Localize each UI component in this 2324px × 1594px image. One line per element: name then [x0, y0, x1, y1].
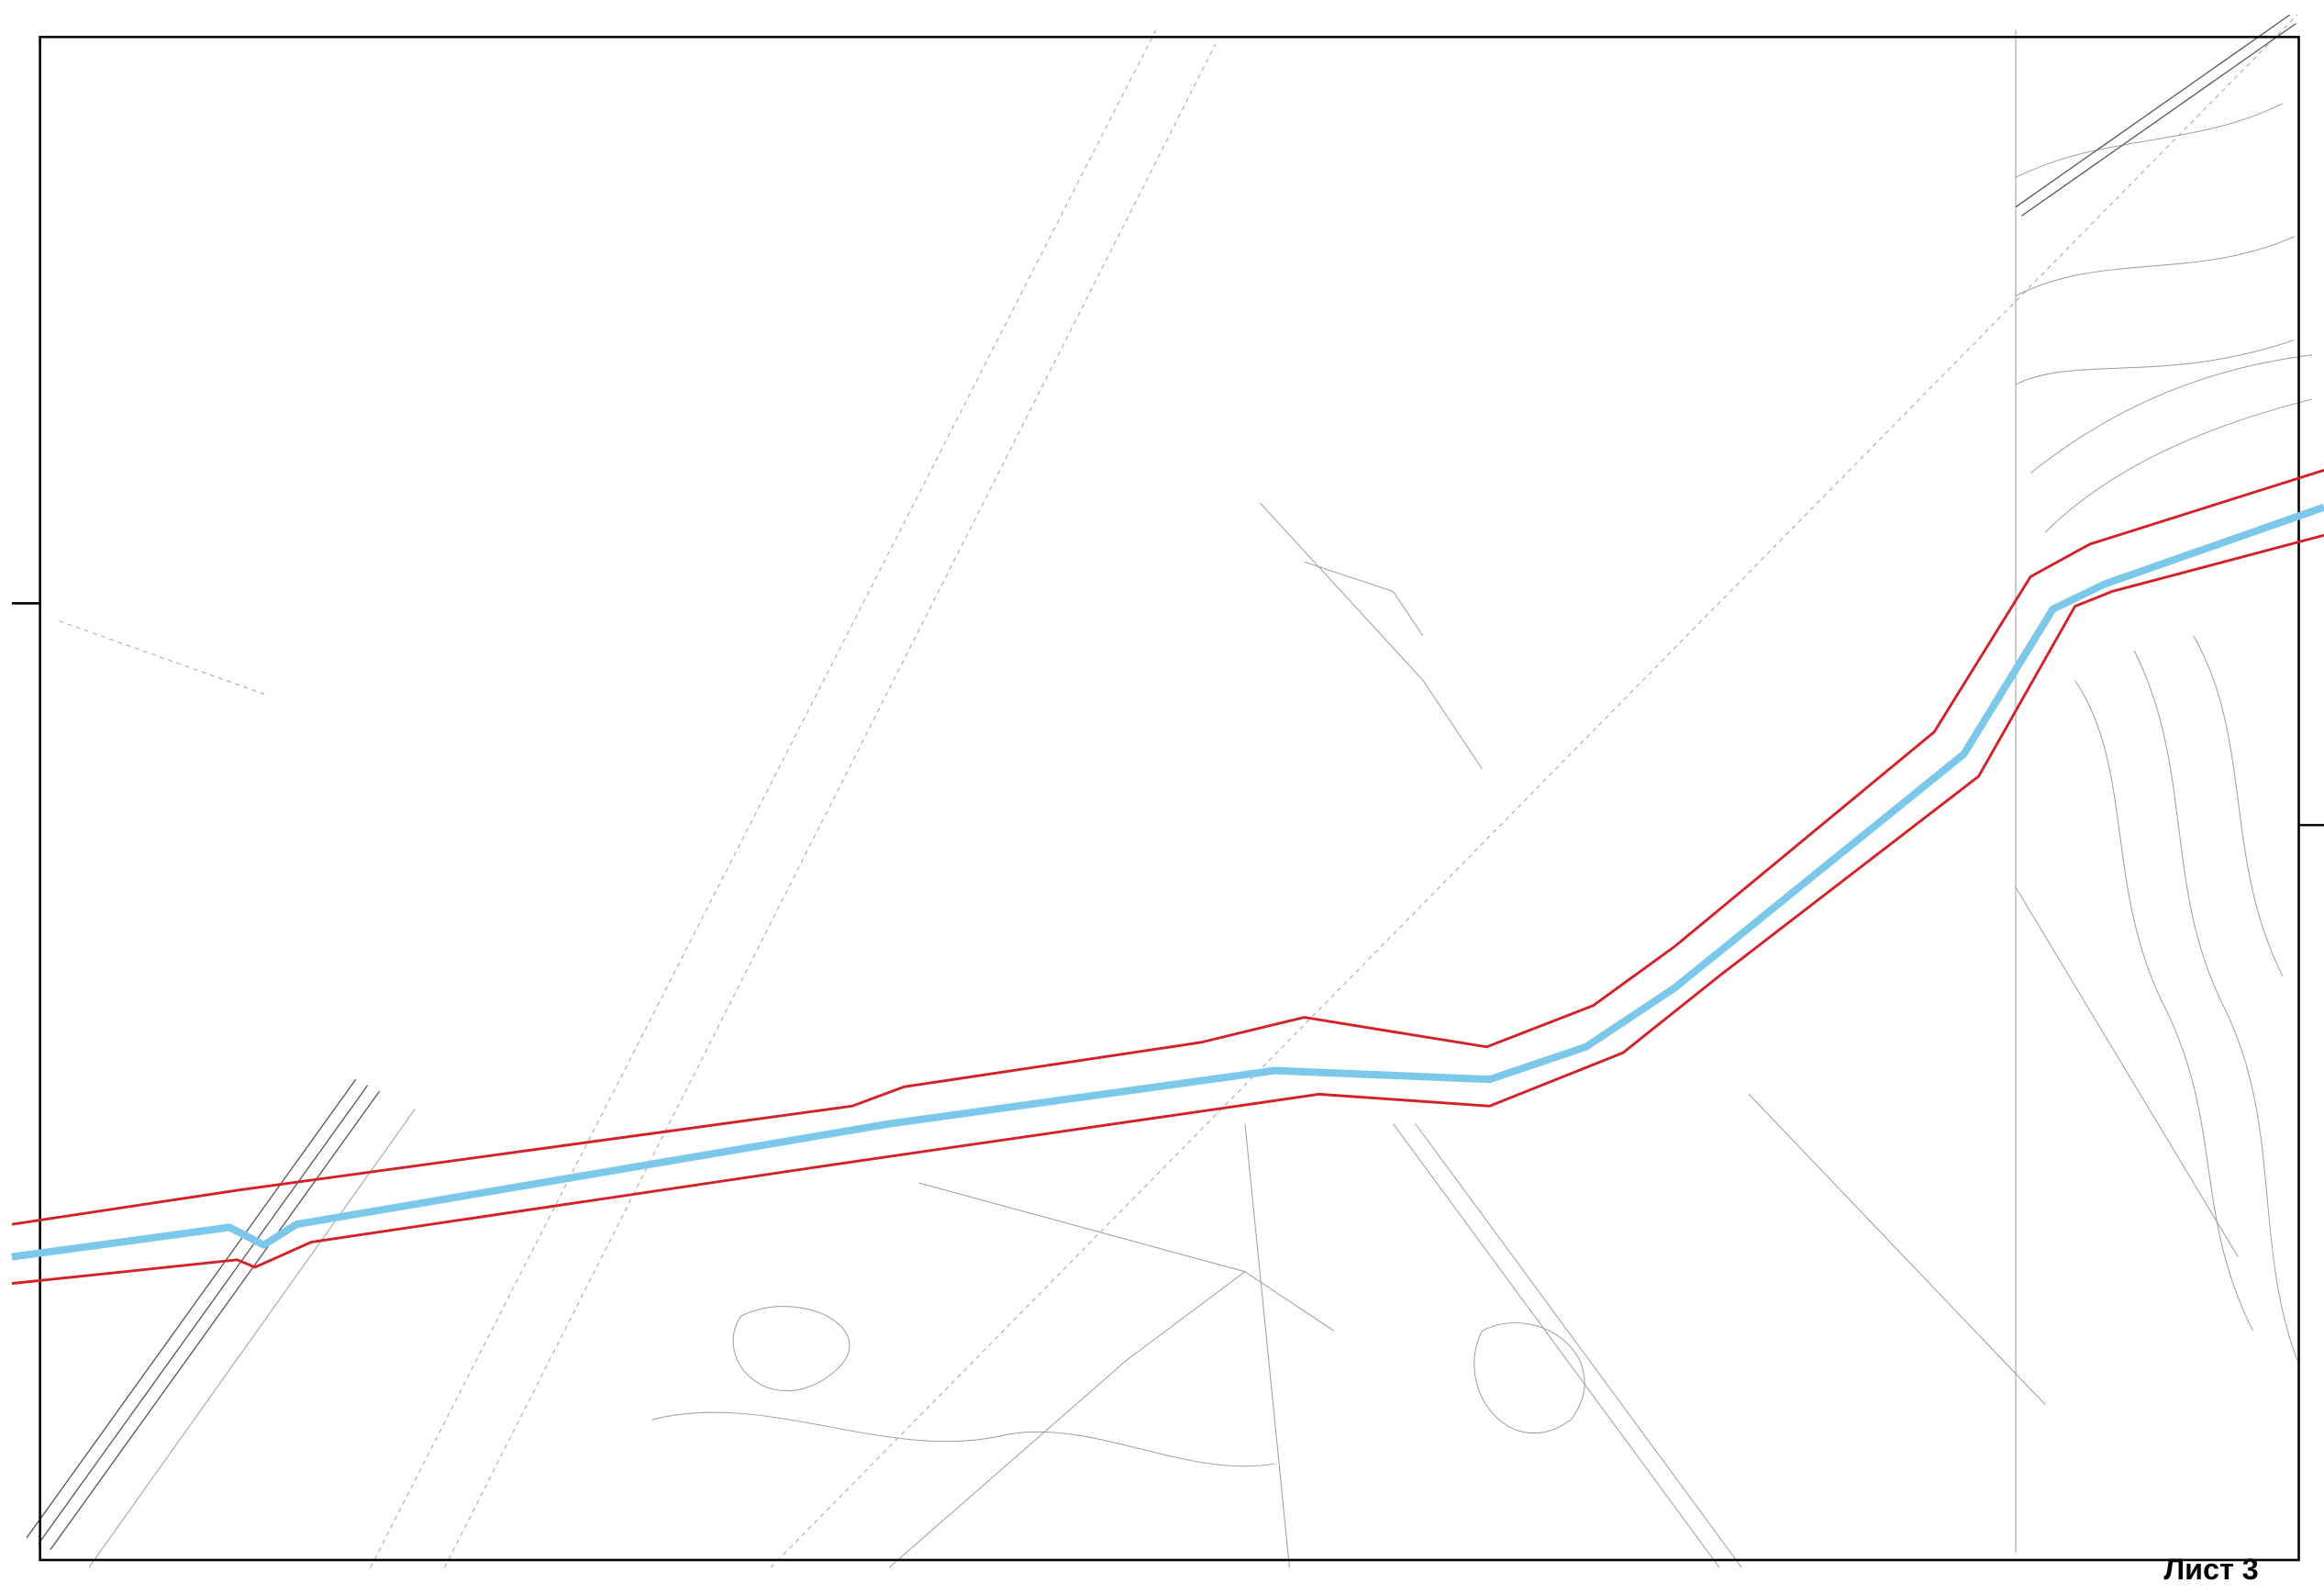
- sheet-label: Лист 3: [2164, 1553, 2259, 1586]
- corridor-boundary: [11, 469, 2324, 1226]
- pipeline-route: [11, 503, 2324, 1261]
- sheet-frame: [39, 35, 2300, 1562]
- corridor-boundary: [11, 533, 2324, 1286]
- topographic-base: [26, 14, 2313, 1568]
